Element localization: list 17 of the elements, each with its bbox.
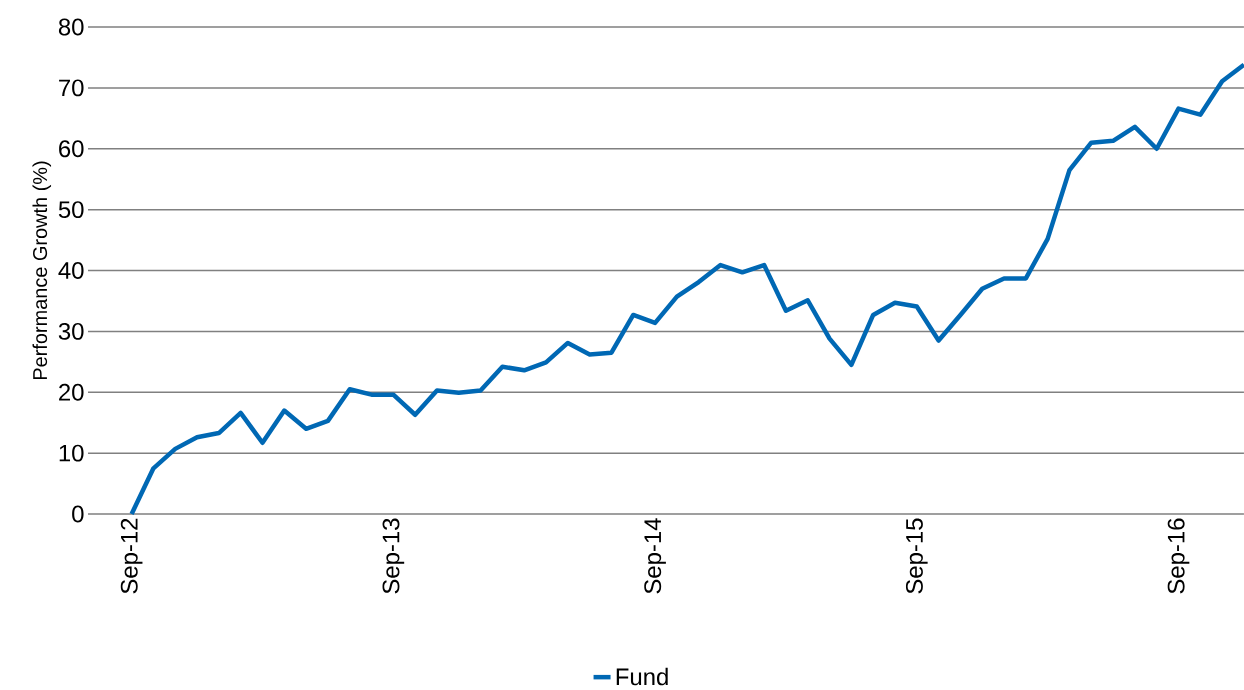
y-tick-label: 60	[59, 140, 84, 158]
x-tick-label: Sep-16	[1167, 518, 1190, 594]
y-tick-label: 30	[58, 322, 84, 340]
y-tick-label: 70	[59, 79, 84, 97]
y-tick-label: 20	[59, 383, 84, 401]
x-tick-label: Sep-13	[382, 518, 405, 594]
line-series	[129, 62, 1244, 517]
legend-label: Fund	[616, 667, 668, 686]
x-tick-label: Sep-15	[905, 518, 928, 594]
y-tick-label: 10	[59, 444, 84, 462]
y-axis-title: Performance Growth (%)	[32, 161, 52, 380]
y-tick-label: 40	[58, 262, 84, 279]
y-tick-label: 50	[58, 201, 84, 219]
y-tick-label: 0	[72, 505, 84, 523]
x-tick-label: Sep-14	[644, 518, 666, 594]
y-tick-label: 80	[58, 18, 84, 36]
x-tick-label: Sep-12	[120, 518, 143, 594]
